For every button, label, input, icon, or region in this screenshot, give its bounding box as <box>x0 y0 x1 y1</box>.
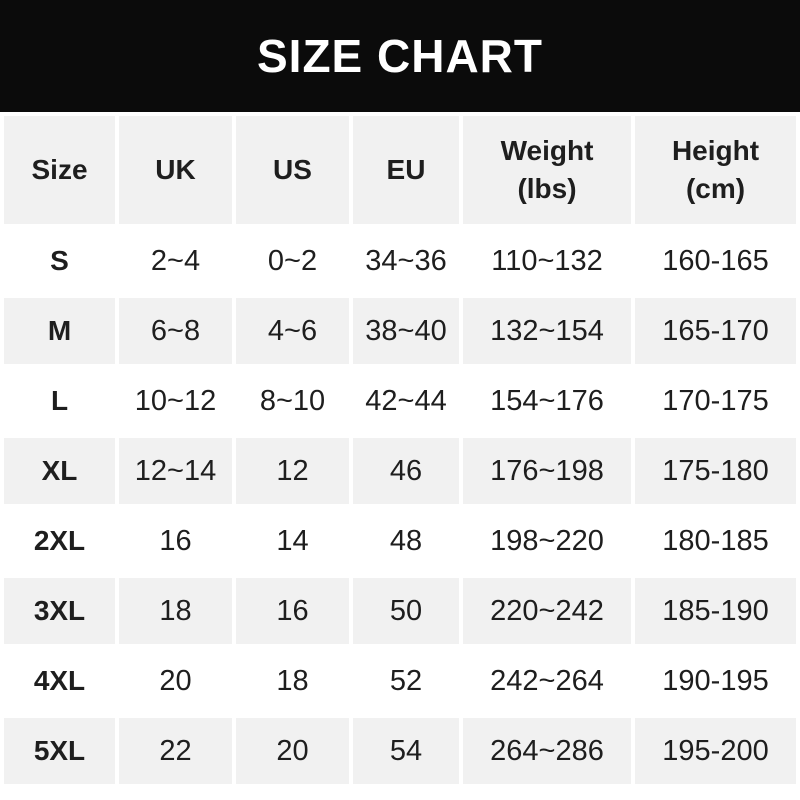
title-bar: SIZE CHART <box>0 0 800 112</box>
table-header-row: Size UK US EU Weight (lbs) Height (cm) <box>4 116 796 224</box>
value-cell: 20 <box>119 648 232 714</box>
value-cell: 16 <box>119 508 232 574</box>
column-header-weight: Weight (lbs) <box>463 116 631 224</box>
value-cell: 12~14 <box>119 438 232 504</box>
value-cell: 10~12 <box>119 368 232 434</box>
size-table-body: S 2~4 0~2 34~36 110~132 160-165 M 6~8 4~6 38~40 13… <box>4 228 796 784</box>
table-row: L 10~12 8~10 42~44 154~176 170-175 <box>4 368 796 434</box>
size-cell: S <box>4 228 115 294</box>
value-cell: 176~198 <box>463 438 631 504</box>
size-cell: L <box>4 368 115 434</box>
value-cell: 18 <box>236 648 349 714</box>
column-header-us: US <box>236 116 349 224</box>
value-cell: 50 <box>353 578 459 644</box>
table-row: 5XL 22 20 54 264~286 195-200 <box>4 718 796 784</box>
table-row: 3XL 18 16 50 220~242 185-190 <box>4 578 796 644</box>
column-header-size: Size <box>4 116 115 224</box>
value-cell: 14 <box>236 508 349 574</box>
table-row: M 6~8 4~6 38~40 132~154 165-170 <box>4 298 796 364</box>
value-cell: 54 <box>353 718 459 784</box>
table-row: S 2~4 0~2 34~36 110~132 160-165 <box>4 228 796 294</box>
column-header-eu: EU <box>353 116 459 224</box>
value-cell: 42~44 <box>353 368 459 434</box>
value-cell: 48 <box>353 508 459 574</box>
value-cell: 12 <box>236 438 349 504</box>
size-cell: 3XL <box>4 578 115 644</box>
size-cell: 5XL <box>4 718 115 784</box>
value-cell: 264~286 <box>463 718 631 784</box>
value-cell: 8~10 <box>236 368 349 434</box>
size-cell: 2XL <box>4 508 115 574</box>
value-cell: 34~36 <box>353 228 459 294</box>
value-cell: 190-195 <box>635 648 796 714</box>
value-cell: 6~8 <box>119 298 232 364</box>
value-cell: 16 <box>236 578 349 644</box>
value-cell: 22 <box>119 718 232 784</box>
value-cell: 20 <box>236 718 349 784</box>
value-cell: 52 <box>353 648 459 714</box>
value-cell: 220~242 <box>463 578 631 644</box>
value-cell: 18 <box>119 578 232 644</box>
page-title: SIZE CHART <box>257 30 543 82</box>
value-cell: 242~264 <box>463 648 631 714</box>
size-cell: 4XL <box>4 648 115 714</box>
value-cell: 4~6 <box>236 298 349 364</box>
value-cell: 132~154 <box>463 298 631 364</box>
value-cell: 198~220 <box>463 508 631 574</box>
value-cell: 170-175 <box>635 368 796 434</box>
value-cell: 154~176 <box>463 368 631 434</box>
value-cell: 0~2 <box>236 228 349 294</box>
table-row: 2XL 16 14 48 198~220 180-185 <box>4 508 796 574</box>
size-chart-table: Size UK US EU Weight (lbs) Height (cm) S 2~4 0~2 3… <box>0 112 800 788</box>
value-cell: 38~40 <box>353 298 459 364</box>
value-cell: 2~4 <box>119 228 232 294</box>
value-cell: 160-165 <box>635 228 796 294</box>
table-row: 4XL 20 18 52 242~264 190-195 <box>4 648 796 714</box>
value-cell: 165-170 <box>635 298 796 364</box>
size-cell: M <box>4 298 115 364</box>
column-header-uk: UK <box>119 116 232 224</box>
table-row: XL 12~14 12 46 176~198 175-180 <box>4 438 796 504</box>
value-cell: 185-190 <box>635 578 796 644</box>
value-cell: 46 <box>353 438 459 504</box>
value-cell: 175-180 <box>635 438 796 504</box>
column-header-height: Height (cm) <box>635 116 796 224</box>
value-cell: 195-200 <box>635 718 796 784</box>
size-cell: XL <box>4 438 115 504</box>
value-cell: 110~132 <box>463 228 631 294</box>
value-cell: 180-185 <box>635 508 796 574</box>
